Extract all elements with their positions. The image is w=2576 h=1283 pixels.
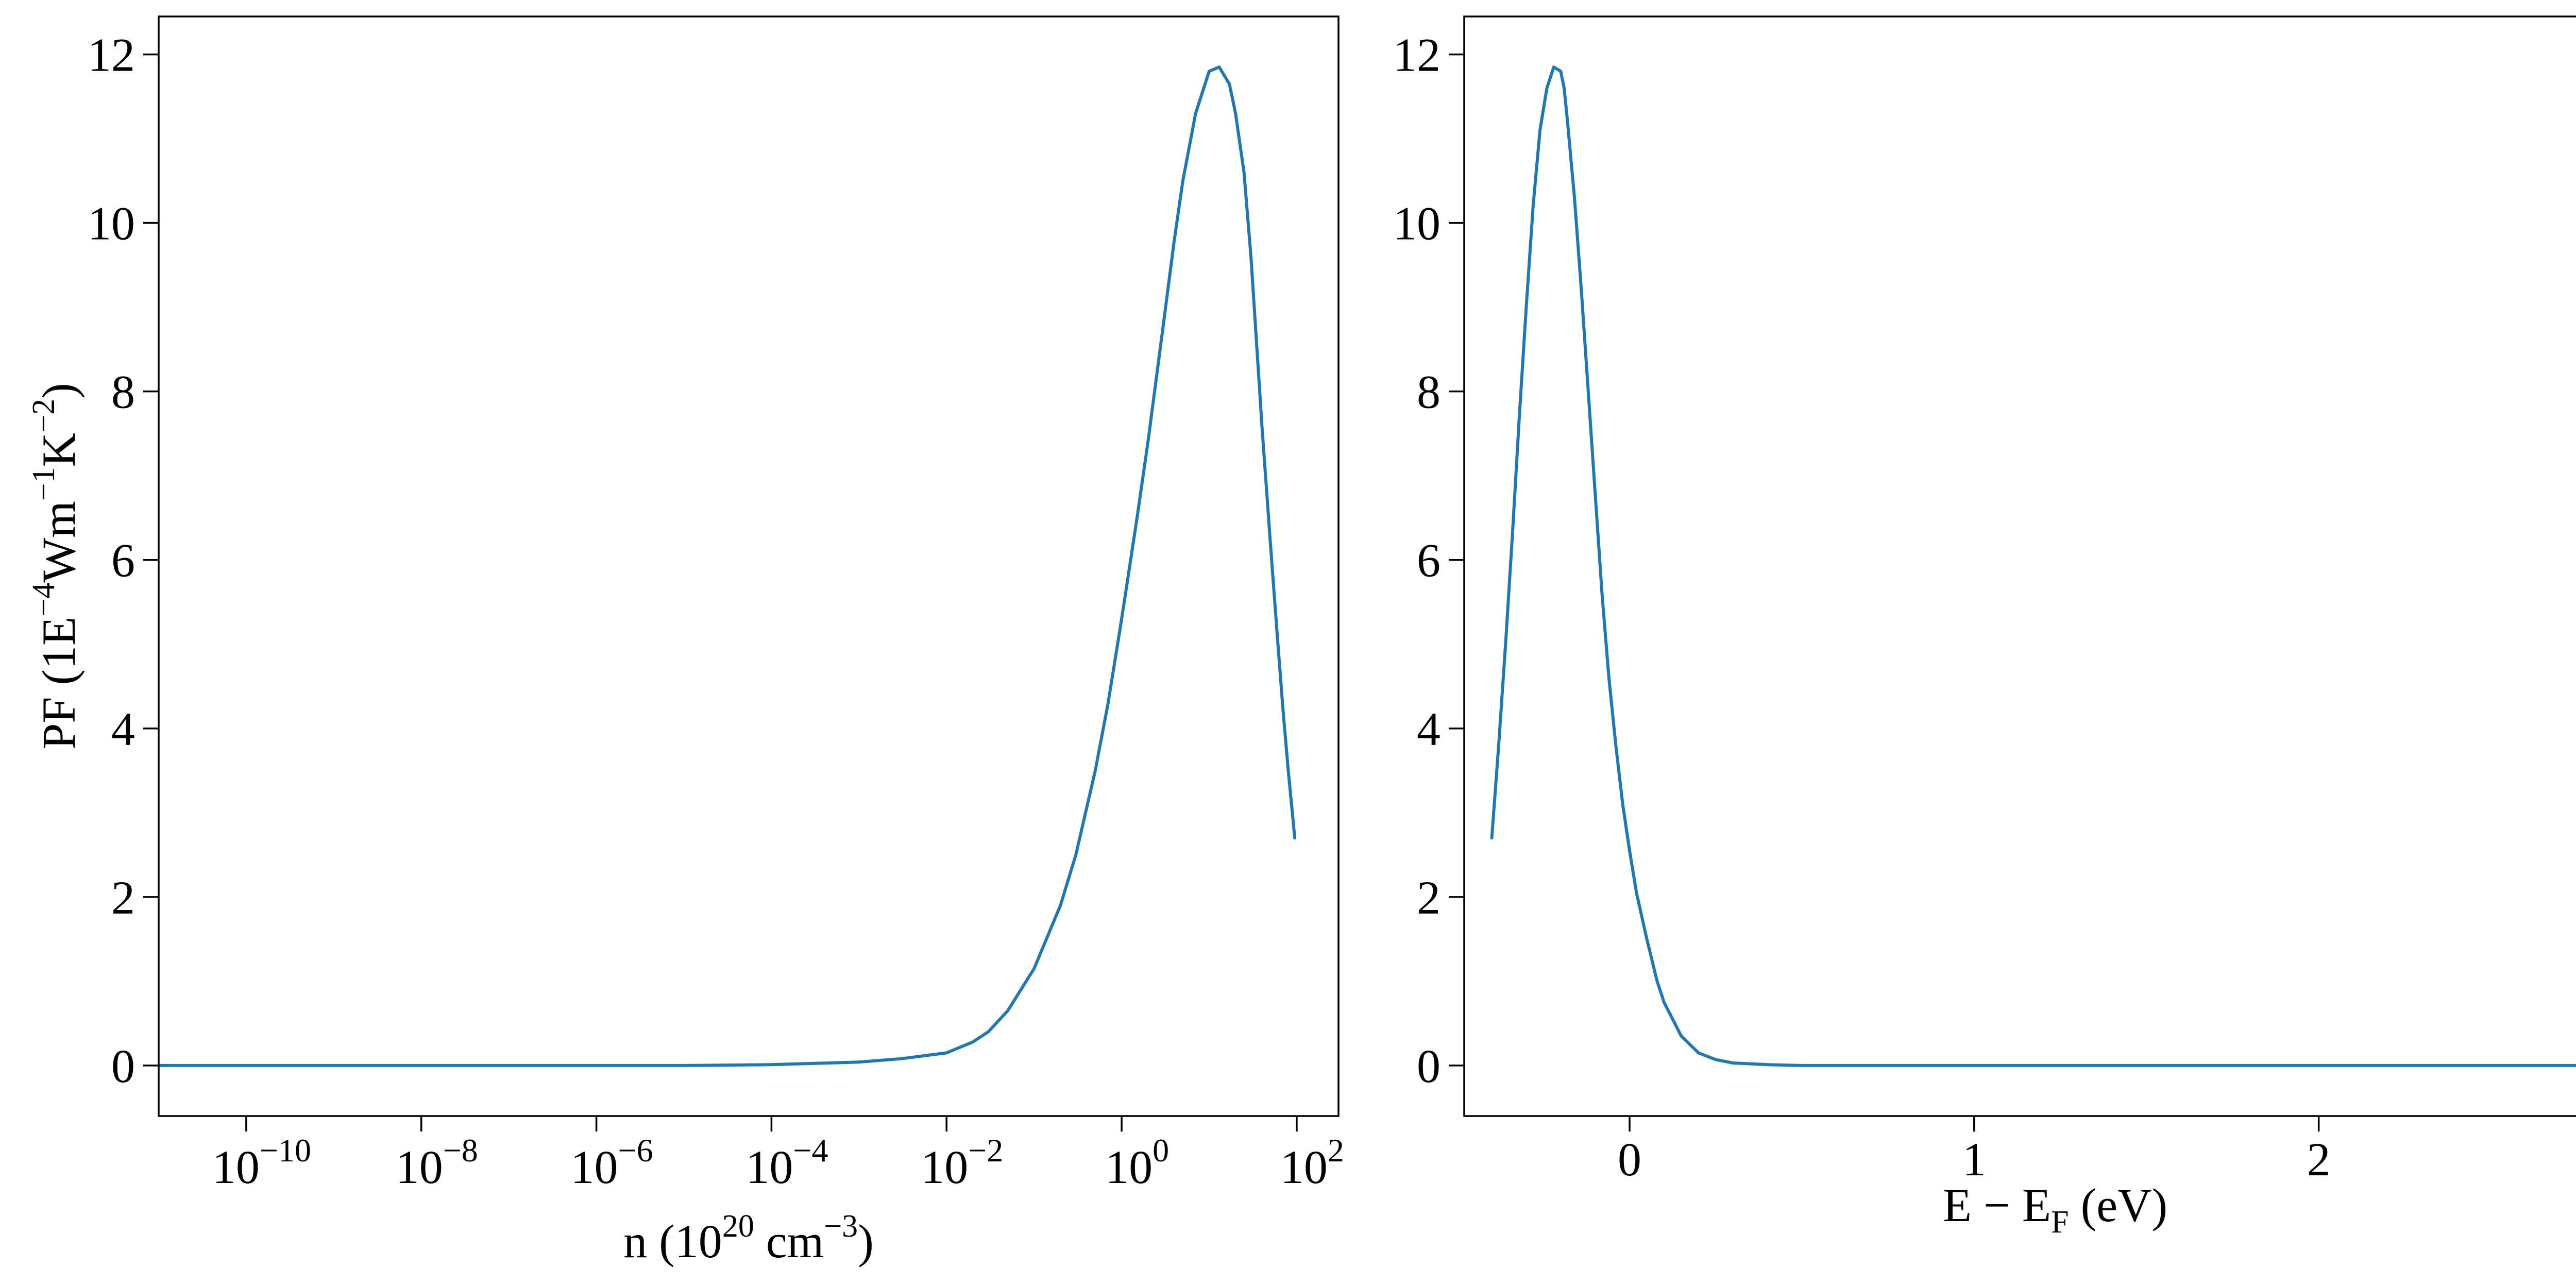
right-x-tick-label: 0 — [1618, 1133, 1641, 1186]
left-x-tick-label: 10−4 — [745, 1132, 828, 1193]
right-x-tick-label: 1 — [1962, 1133, 1986, 1186]
left-y-tick-label: 4 — [111, 703, 135, 755]
left-y-tick-label: 10 — [88, 197, 135, 250]
left-y-tick-label: 12 — [88, 29, 135, 81]
right-axes-frame — [1463, 15, 2576, 1117]
right-y-tick-label: 6 — [1417, 534, 1440, 587]
left-x-tick-label: 10−6 — [571, 1132, 653, 1193]
right-y-tick-label: 4 — [1417, 703, 1440, 755]
left-x-tick-label: 10−10 — [212, 1132, 311, 1193]
left-chart-panel: 10−10 10−8 10−6 10−4 10−2 100 102 0 2 4 6 8 10 12 n … — [26, 15, 1344, 1268]
left-y-tick-label: 8 — [111, 366, 135, 418]
right-y-ticks: 0 2 4 6 8 10 12 — [1393, 29, 1464, 1092]
right-y-tick-label: 8 — [1417, 366, 1440, 418]
left-x-tick-label: 102 — [1280, 1132, 1344, 1193]
left-plot-area — [157, 65, 1297, 1067]
right-x-ticks: 0 1 2 — [1618, 1116, 2331, 1186]
right-y-tick-label: 10 — [1393, 197, 1440, 250]
left-y-ticks: 0 2 4 6 8 10 12 — [88, 29, 159, 1092]
left-x-axis-label: n (1020 cm−3) — [623, 1209, 874, 1268]
right-series-line-0 — [1490, 65, 2576, 1067]
left-x-tick-label: 10−8 — [396, 1132, 478, 1193]
right-plot-area — [1490, 65, 2576, 1067]
right-y-tick-label: 0 — [1417, 1040, 1440, 1092]
right-y-tick-label: 12 — [1393, 29, 1440, 81]
left-y-tick-label: 6 — [111, 534, 135, 587]
right-x-tick-label: 2 — [2307, 1133, 2331, 1186]
left-series-line-0 — [157, 65, 1297, 1067]
left-y-axis-label: PF (1E−4Wm−1K−2) — [26, 383, 85, 750]
right-y-tick-label: 2 — [1417, 871, 1440, 924]
left-x-tick-label: 100 — [1105, 1132, 1169, 1193]
left-y-tick-label: 2 — [111, 871, 135, 924]
left-axes-frame — [158, 15, 1340, 1117]
left-x-ticks: 10−10 10−8 10−6 10−4 10−2 100 102 — [212, 1116, 1344, 1193]
left-x-tick-label: 10−2 — [921, 1132, 1003, 1193]
left-y-tick-label: 0 — [111, 1040, 135, 1092]
right-x-axis-label: E − EF (eV) — [1943, 1179, 2167, 1240]
